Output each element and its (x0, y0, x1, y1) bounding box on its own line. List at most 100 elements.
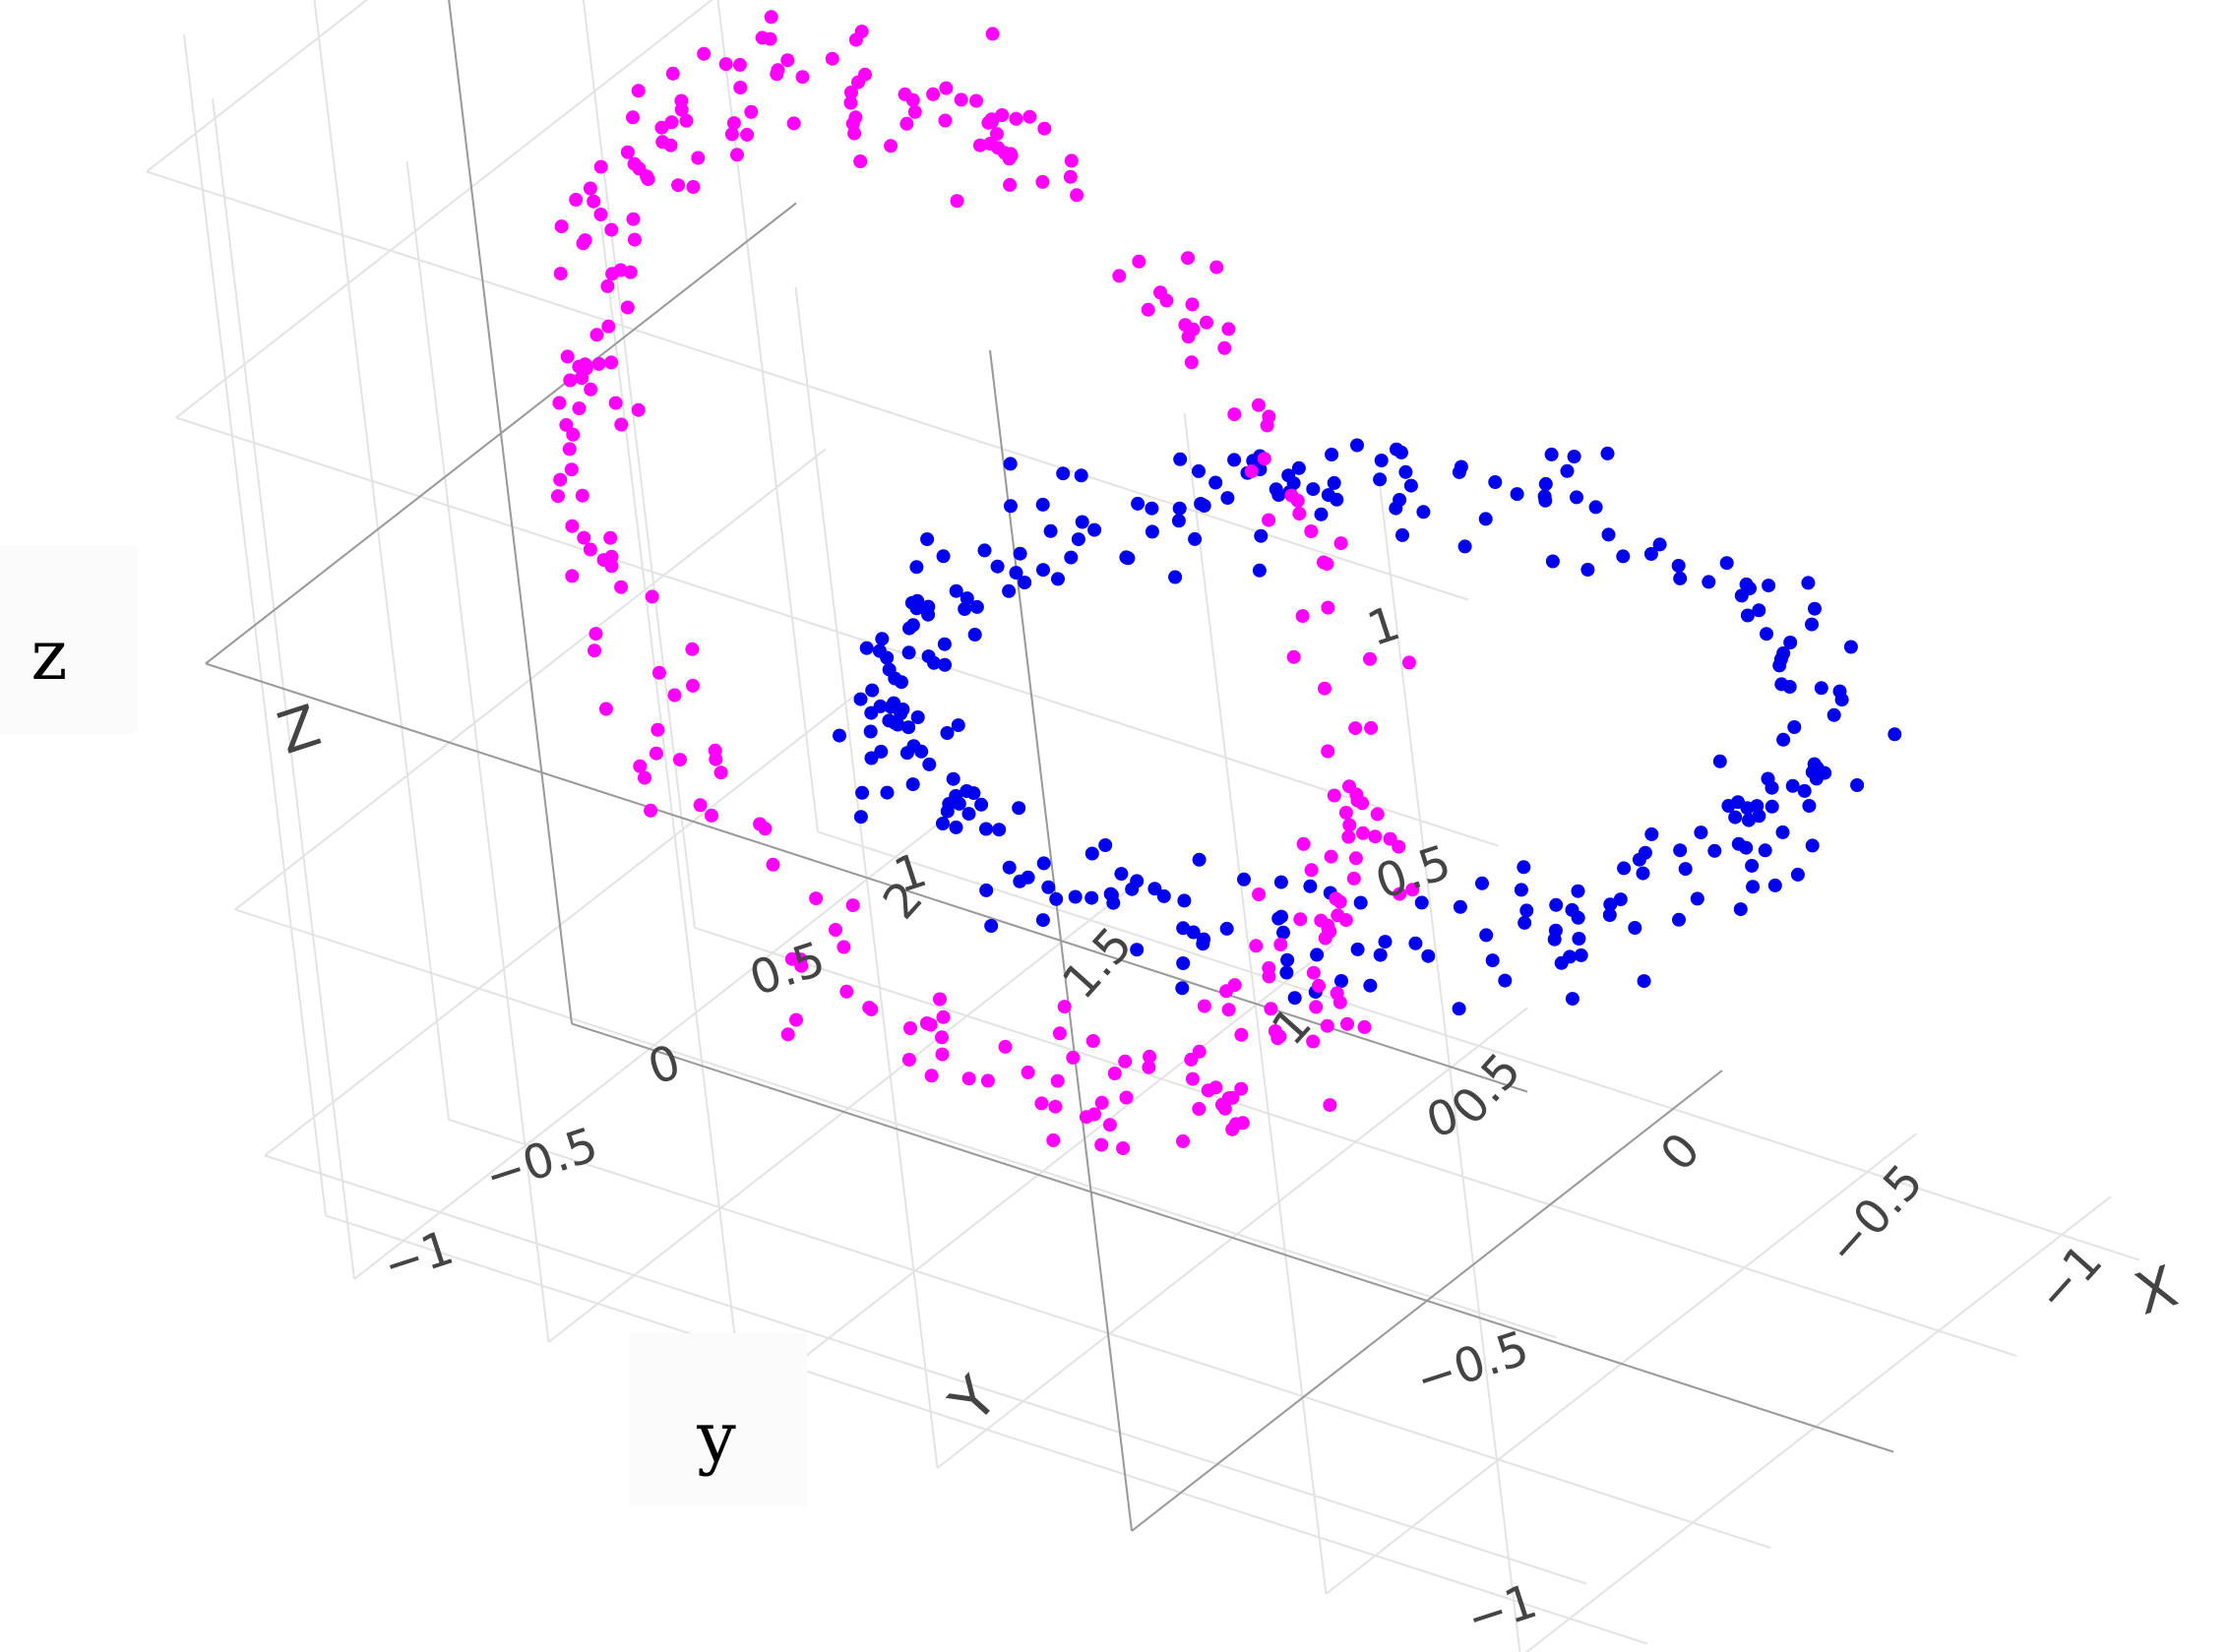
data-point (1273, 938, 1288, 951)
data-point (1671, 559, 1686, 573)
data-point (672, 753, 687, 767)
data-point (744, 104, 759, 119)
data-point (1348, 851, 1363, 866)
data-point (598, 702, 613, 716)
data-point (1002, 860, 1017, 875)
data-point (1220, 491, 1235, 506)
data-point (1517, 860, 1531, 875)
data-point (863, 724, 878, 739)
data-point (1221, 1003, 1236, 1017)
data-point (1355, 796, 1370, 811)
data-point (1383, 831, 1397, 846)
data-point (1271, 488, 1286, 503)
data-point (709, 752, 723, 766)
data-point (686, 678, 700, 693)
data-point (1022, 109, 1037, 124)
data-point (551, 489, 565, 504)
data-point (1119, 1090, 1134, 1105)
series-0 (833, 438, 1902, 1016)
data-point (614, 417, 629, 432)
data-point (903, 1021, 917, 1035)
zero-line-floor-x (1131, 1070, 1723, 1532)
data-point (1514, 883, 1528, 897)
data-point (990, 127, 1004, 142)
data-point (847, 126, 862, 141)
data-point (587, 194, 601, 209)
data-point (1252, 563, 1267, 578)
data-point (1357, 1019, 1372, 1034)
data-point (940, 726, 955, 740)
data-point (718, 57, 733, 72)
data-point (950, 194, 964, 209)
data-point (1643, 547, 1658, 561)
data-point (623, 265, 638, 279)
data-point (1320, 1018, 1334, 1033)
grid-line-back-z (175, 416, 1499, 847)
data-point (961, 807, 976, 822)
x-tick-label: 0 (642, 1034, 687, 1096)
data-point (1321, 744, 1335, 759)
data-point (1143, 1049, 1157, 1064)
data-point (1156, 888, 1171, 903)
data-point (1244, 464, 1259, 478)
data-point (1262, 513, 1276, 527)
data-point (1478, 512, 1493, 526)
data-point (1306, 965, 1321, 980)
data-point (958, 602, 972, 616)
data-point (1046, 1132, 1061, 1147)
y-tick-label: 1.5 (1052, 917, 1144, 1010)
data-point (951, 718, 965, 733)
data-point (904, 595, 919, 610)
data-point (1580, 563, 1595, 577)
data-point (1118, 1054, 1133, 1069)
data-point (1544, 447, 1559, 461)
data-point (631, 402, 646, 417)
data-point (980, 1073, 995, 1088)
data-point (1196, 937, 1210, 951)
data-point (1175, 981, 1190, 996)
data-point (1323, 1098, 1337, 1113)
data-point (1064, 550, 1079, 565)
data-point (1808, 601, 1822, 616)
data-point (569, 193, 584, 207)
data-point (1333, 536, 1348, 551)
data-point (1034, 1096, 1049, 1111)
data-point (937, 637, 952, 651)
data-point (1279, 965, 1294, 980)
data-point (960, 591, 974, 606)
data-point (1421, 948, 1436, 963)
data-point (562, 442, 577, 457)
data-point (559, 417, 574, 432)
data-point (1565, 992, 1579, 1007)
data-point (614, 580, 629, 594)
data-point (984, 919, 999, 933)
data-point (1775, 825, 1790, 839)
data-point (1286, 649, 1301, 664)
data-point (1119, 550, 1134, 565)
data-point (855, 785, 870, 800)
data-point (1363, 651, 1377, 666)
data-point (1782, 680, 1797, 694)
data-point (1613, 892, 1628, 907)
data-point (1395, 527, 1409, 542)
data-point (1567, 450, 1581, 463)
data-point (922, 757, 937, 771)
zero-line-side-z (205, 202, 797, 665)
data-point (771, 63, 785, 78)
data-point (1678, 862, 1693, 877)
data-point (1132, 254, 1146, 269)
data-point (844, 86, 858, 99)
grid-line-side-z (175, 0, 713, 419)
data-point (665, 66, 680, 81)
data-point (1303, 879, 1318, 893)
data-point (1168, 570, 1183, 584)
data-point (644, 803, 658, 818)
data-point (1171, 514, 1186, 528)
data-point (833, 728, 846, 743)
data-point (1068, 889, 1083, 904)
data-point (766, 857, 780, 872)
data-point (1309, 1000, 1324, 1014)
data-point (936, 549, 951, 564)
data-point (1178, 318, 1193, 333)
